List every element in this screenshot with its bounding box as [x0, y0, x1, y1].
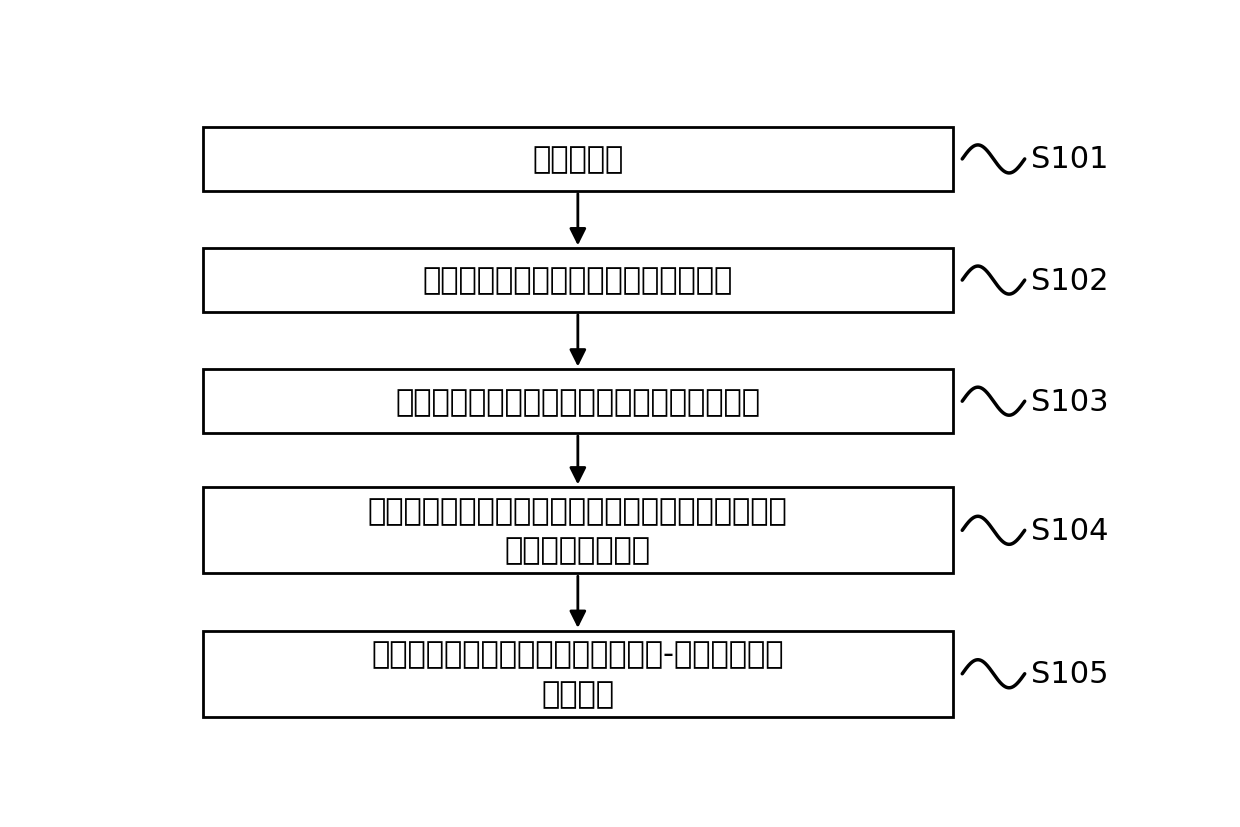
Text: 在所述基底上形成一层绝缘层并图形化: 在所述基底上形成一层绝缘层并图形化	[423, 266, 733, 295]
FancyBboxPatch shape	[203, 370, 952, 433]
Text: 质结结构: 质结结构	[542, 679, 614, 708]
FancyBboxPatch shape	[203, 488, 952, 574]
Text: 在所述针状结构阵列上方放置对电极，所述对电极支: 在所述针状结构阵列上方放置对电极，所述对电极支	[368, 496, 787, 525]
Text: 在所述针状结构的顶端形成金属颗粒-针状结构的异: 在所述针状结构的顶端形成金属颗粒-针状结构的异	[372, 640, 784, 669]
Text: 提供一基底: 提供一基底	[532, 146, 624, 174]
Text: S103: S103	[1032, 387, 1109, 416]
FancyBboxPatch shape	[203, 249, 952, 313]
FancyBboxPatch shape	[203, 631, 952, 717]
Text: S105: S105	[1032, 659, 1109, 688]
Text: S101: S101	[1032, 146, 1109, 174]
Text: 撑在所述绝缘层上: 撑在所述绝缘层上	[505, 536, 651, 565]
Text: 在所述基底上的特定区域刻蚀出针状结构阵列: 在所述基底上的特定区域刻蚀出针状结构阵列	[396, 387, 760, 416]
FancyBboxPatch shape	[203, 128, 952, 192]
Text: S102: S102	[1032, 266, 1109, 295]
Text: S104: S104	[1032, 516, 1109, 545]
